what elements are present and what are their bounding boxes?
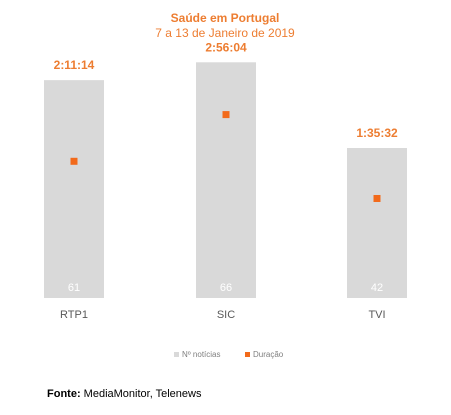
chart-subtitle: 7 a 13 de Janeiro de 2019: [155, 26, 295, 40]
category-label-sic: SIC: [217, 309, 235, 321]
source-text: MediaMonitor, Telenews: [83, 388, 202, 400]
category-label-tvi: TVI: [368, 309, 385, 321]
legend-swatch-noticias: [174, 352, 179, 357]
legend-swatch-duracao: [245, 352, 250, 357]
legend-label-duracao: Duração: [253, 350, 284, 359]
duration-point-sic: [222, 111, 230, 119]
chart: Saúde em Portugal 7 a 13 de Janeiro de 2…: [44, 11, 407, 359]
bar-value-label-tvi: 42: [371, 282, 383, 294]
bar-sic: [196, 62, 256, 299]
duration-label-sic: 2:56:04: [205, 40, 247, 54]
chart-title: Saúde em Portugal: [171, 11, 280, 25]
legend-label-noticias: Nº notícias: [182, 350, 221, 359]
duration-label-rtp1: 2:11:14: [54, 58, 95, 72]
bar-value-label-sic: 66: [220, 282, 232, 294]
category-label-rtp1: RTP1: [60, 309, 88, 321]
duration-point-tvi: [373, 194, 381, 202]
duration-label-tvi: 1:35:32: [356, 126, 398, 140]
bar-tvi: [347, 148, 407, 298]
source-footer: Fonte: MediaMonitor, Telenews: [47, 388, 201, 400]
duration-point-rtp1: [70, 157, 78, 165]
source-label: Fonte:: [47, 388, 81, 400]
bar-value-label-rtp1: 61: [68, 282, 80, 294]
bar-rtp1: [44, 80, 104, 299]
